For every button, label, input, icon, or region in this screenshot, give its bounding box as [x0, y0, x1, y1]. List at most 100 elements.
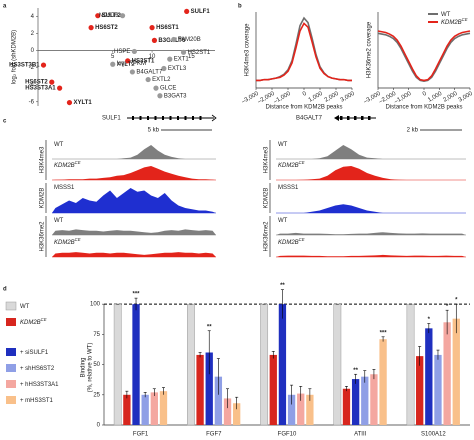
group-label: KDM2B — [40, 188, 46, 209]
signal-track — [276, 204, 466, 213]
signal-track — [52, 188, 216, 213]
bar — [123, 394, 131, 425]
point-label: HS6ST1 — [156, 25, 179, 31]
point — [151, 37, 158, 43]
exon — [169, 116, 172, 120]
significance: *** — [380, 330, 388, 336]
legend-label-sup: CE — [41, 317, 47, 322]
y-tick-label: 25 — [93, 392, 100, 398]
exon — [347, 116, 350, 120]
signal-track — [52, 166, 216, 180]
x-tick-label: FGF1 — [133, 432, 149, 438]
point — [88, 25, 94, 31]
group-label: KDM2B — [264, 188, 270, 209]
point — [66, 99, 73, 106]
legend-label-text: + shHS6ST2 — [20, 366, 55, 372]
legend-label: + hHS3ST3A1 — [20, 382, 59, 388]
track-label-text: MSSS1 — [54, 185, 75, 191]
legend-label-text: WT — [441, 12, 451, 18]
point-label: SULF1 — [191, 9, 211, 15]
group-label: H3K36me2 — [264, 221, 270, 252]
legend-swatch — [6, 348, 16, 356]
bar — [205, 352, 213, 425]
y-tick-label: -6 — [29, 99, 35, 105]
exon — [368, 116, 371, 120]
point-label: EXTL3 — [168, 66, 187, 72]
significance: ** — [353, 368, 358, 374]
track-label-text: KDM2B — [54, 240, 75, 246]
point — [49, 79, 55, 85]
legend-label-text: + siSULF1 — [20, 350, 49, 356]
point-label: FAM20B — [178, 37, 201, 43]
x-axis-label: log₂ RPKM — [117, 61, 146, 67]
legend-swatch — [6, 364, 16, 372]
bar — [434, 354, 442, 425]
significance: * — [428, 317, 431, 323]
bar — [187, 303, 195, 426]
gene-name: B4GALT7 — [296, 116, 323, 122]
point — [184, 8, 190, 15]
track-label-sup: CE — [299, 160, 305, 165]
track-label: MSSS1 — [278, 185, 299, 191]
point — [149, 25, 155, 31]
exon — [340, 116, 343, 120]
x-tick-label: ATIII — [354, 432, 367, 438]
point — [57, 85, 63, 91]
point-label: HS6ST2 — [25, 80, 48, 86]
legend-swatch — [6, 380, 16, 388]
bar — [370, 374, 378, 425]
bar — [159, 391, 168, 425]
bar — [306, 394, 314, 425]
point-label: GLCE — [160, 86, 176, 92]
bar — [260, 303, 269, 426]
bar — [113, 303, 122, 426]
gene-arrow — [211, 114, 217, 122]
exon — [177, 116, 179, 120]
track-label-sup: CE — [299, 237, 305, 242]
y-axis-label: H3K36me2 coverage — [367, 21, 373, 78]
bar — [416, 356, 424, 425]
point — [125, 58, 131, 64]
track-label: KDM2BCE — [54, 237, 81, 246]
x-axis-label: Distance from KDM2B peaks — [265, 105, 342, 111]
exon — [184, 116, 187, 120]
point — [171, 36, 177, 43]
y-tick-label: 75 — [93, 332, 100, 338]
legend-label: + siSULF1 — [20, 350, 49, 356]
y-axis-label: log₂ fold (shKDM2B) — [12, 30, 18, 84]
legend-label: + mHS3ST1 — [20, 398, 54, 404]
bar — [196, 354, 204, 425]
point-label: HS3ST3B1 — [9, 63, 40, 69]
significance: * — [455, 298, 458, 304]
legend-swatch — [5, 301, 17, 311]
y-tick-label: -2 — [29, 65, 35, 71]
x-tick-label: 5 — [111, 54, 115, 60]
x-axis-label: Distance from KDM2B peaks — [385, 105, 462, 111]
point — [95, 13, 101, 19]
bar — [443, 322, 451, 425]
point — [157, 93, 163, 99]
group-label: H3K36me2 — [40, 221, 46, 252]
y-axis-label: Binding — [81, 357, 87, 377]
track-label: WT — [278, 142, 288, 148]
legend-label: WT — [441, 12, 451, 18]
significance: ** — [280, 283, 285, 289]
track-label: WT — [278, 218, 288, 224]
track-label-text: WT — [278, 218, 288, 224]
point — [131, 48, 137, 55]
y-tick-label: -4 — [29, 82, 35, 88]
track-label-text: KDM2B — [278, 240, 299, 246]
track-label: KDM2BCE — [278, 237, 305, 246]
significance: ** — [207, 324, 212, 330]
bar — [297, 393, 305, 425]
legend-label-text: WT — [20, 304, 30, 310]
gene-name: SULF1 — [102, 116, 121, 122]
bar — [361, 376, 369, 425]
exon — [139, 116, 142, 120]
point — [40, 62, 47, 68]
legend-label: + shHS6ST2 — [20, 366, 55, 372]
point-label: HS3ST3A1 — [25, 86, 56, 92]
scale-label: 5 kb — [148, 128, 160, 134]
exon — [199, 116, 202, 120]
point — [153, 85, 159, 91]
